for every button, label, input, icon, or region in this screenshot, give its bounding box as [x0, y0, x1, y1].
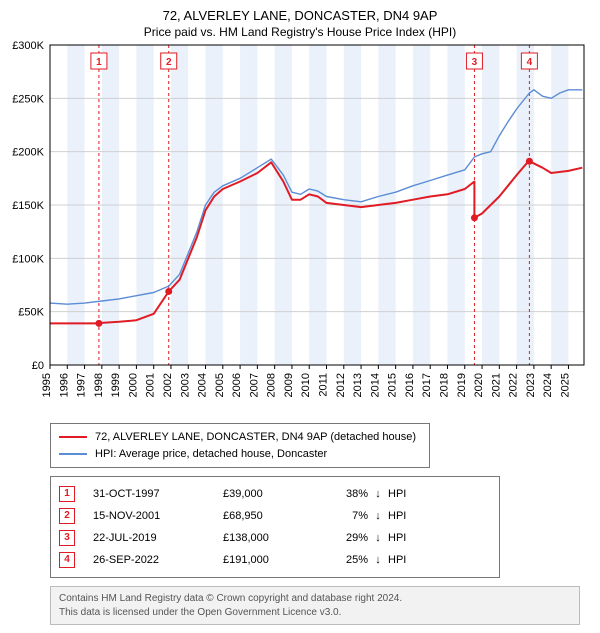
svg-text:£300K: £300K [12, 40, 44, 52]
attribution: Contains HM Land Registry data © Crown c… [50, 586, 580, 625]
chart-svg: £0£50K£100K£150K£200K£250K£300K199519961… [50, 45, 584, 415]
legend-swatch [59, 453, 87, 455]
svg-text:1997: 1997 [76, 373, 88, 397]
chart-subtitle: Price paid vs. HM Land Registry's House … [8, 25, 592, 39]
svg-text:2019: 2019 [456, 373, 468, 397]
svg-text:1996: 1996 [58, 373, 70, 397]
svg-text:2020: 2020 [473, 373, 485, 397]
svg-text:£200K: £200K [12, 147, 44, 159]
svg-text:£150K: £150K [12, 200, 44, 212]
event-price: £39,000 [223, 483, 318, 505]
event-hpi-label: HPI [388, 483, 406, 505]
svg-text:£250K: £250K [12, 93, 44, 105]
svg-text:1998: 1998 [93, 373, 105, 397]
svg-text:2010: 2010 [300, 373, 312, 397]
svg-text:2017: 2017 [421, 373, 433, 397]
svg-text:2012: 2012 [335, 373, 347, 397]
chart-title: 72, ALVERLEY LANE, DONCASTER, DN4 9AP [8, 8, 592, 23]
event-hpi-label: HPI [388, 549, 406, 571]
event-date: 22-JUL-2019 [93, 527, 223, 549]
legend-label: 72, ALVERLEY LANE, DONCASTER, DN4 9AP (d… [95, 429, 416, 446]
svg-text:1999: 1999 [110, 373, 122, 397]
svg-text:2009: 2009 [283, 373, 295, 397]
svg-text:3: 3 [472, 57, 478, 68]
legend: 72, ALVERLEY LANE, DONCASTER, DN4 9AP (d… [50, 423, 430, 468]
svg-text:2013: 2013 [352, 373, 364, 397]
event-hpi-label: HPI [388, 505, 406, 527]
svg-text:2000: 2000 [127, 373, 139, 397]
svg-text:2014: 2014 [369, 373, 381, 397]
svg-text:2024: 2024 [542, 373, 554, 397]
svg-text:2003: 2003 [179, 373, 191, 397]
event-diff: 29% [318, 527, 368, 549]
svg-text:2007: 2007 [248, 373, 260, 397]
legend-swatch [59, 436, 87, 438]
event-date: 15-NOV-2001 [93, 505, 223, 527]
legend-row: HPI: Average price, detached house, Donc… [59, 446, 421, 463]
svg-text:2022: 2022 [508, 373, 520, 397]
svg-text:2011: 2011 [318, 373, 330, 397]
down-arrow-icon: ↓ [368, 505, 388, 527]
svg-text:2021: 2021 [490, 373, 502, 397]
event-price: £68,950 [223, 505, 318, 527]
event-row: 2 15-NOV-2001£68,9507%↓HPI [59, 505, 491, 527]
event-date: 31-OCT-1997 [93, 483, 223, 505]
event-row: 4 26-SEP-2022£191,00025%↓HPI [59, 549, 491, 571]
svg-text:£50K: £50K [18, 307, 44, 319]
chart-container: 72, ALVERLEY LANE, DONCASTER, DN4 9AP Pr… [0, 0, 600, 633]
svg-text:2002: 2002 [162, 373, 174, 397]
event-diff: 7% [318, 505, 368, 527]
event-hpi-label: HPI [388, 527, 406, 549]
down-arrow-icon: ↓ [368, 527, 388, 549]
event-marker: 3 [59, 530, 75, 546]
svg-text:1: 1 [96, 57, 102, 68]
svg-text:4: 4 [527, 57, 533, 68]
svg-text:2001: 2001 [145, 373, 157, 397]
svg-text:2: 2 [166, 57, 172, 68]
event-diff: 25% [318, 549, 368, 571]
svg-text:2025: 2025 [559, 373, 571, 397]
event-price: £191,000 [223, 549, 318, 571]
down-arrow-icon: ↓ [368, 549, 388, 571]
svg-text:2015: 2015 [387, 373, 399, 397]
svg-text:1995: 1995 [41, 373, 53, 397]
down-arrow-icon: ↓ [368, 483, 388, 505]
svg-text:£0: £0 [32, 360, 44, 372]
legend-row: 72, ALVERLEY LANE, DONCASTER, DN4 9AP (d… [59, 429, 421, 446]
event-marker: 2 [59, 508, 75, 524]
svg-text:2008: 2008 [266, 373, 278, 397]
svg-text:2004: 2004 [197, 373, 209, 397]
attribution-line-2: This data is licensed under the Open Gov… [59, 606, 571, 620]
svg-text:2016: 2016 [404, 373, 416, 397]
svg-text:2023: 2023 [525, 373, 537, 397]
event-row: 1 31-OCT-1997£39,00038%↓HPI [59, 483, 491, 505]
svg-text:£100K: £100K [12, 253, 44, 265]
event-marker: 1 [59, 486, 75, 502]
svg-text:2006: 2006 [231, 373, 243, 397]
events-table: 131-OCT-1997£39,00038%↓HPI215-NOV-2001£6… [50, 476, 500, 578]
event-row: 3 22-JUL-2019£138,00029%↓HPI [59, 527, 491, 549]
event-price: £138,000 [223, 527, 318, 549]
svg-text:2018: 2018 [438, 373, 450, 397]
attribution-line-1: Contains HM Land Registry data © Crown c… [59, 592, 571, 606]
event-date: 26-SEP-2022 [93, 549, 223, 571]
event-diff: 38% [318, 483, 368, 505]
legend-label: HPI: Average price, detached house, Donc… [95, 446, 327, 463]
event-marker: 4 [59, 552, 75, 568]
svg-text:2005: 2005 [214, 373, 226, 397]
plot-area: £0£50K£100K£150K£200K£250K£300K199519961… [50, 45, 584, 415]
